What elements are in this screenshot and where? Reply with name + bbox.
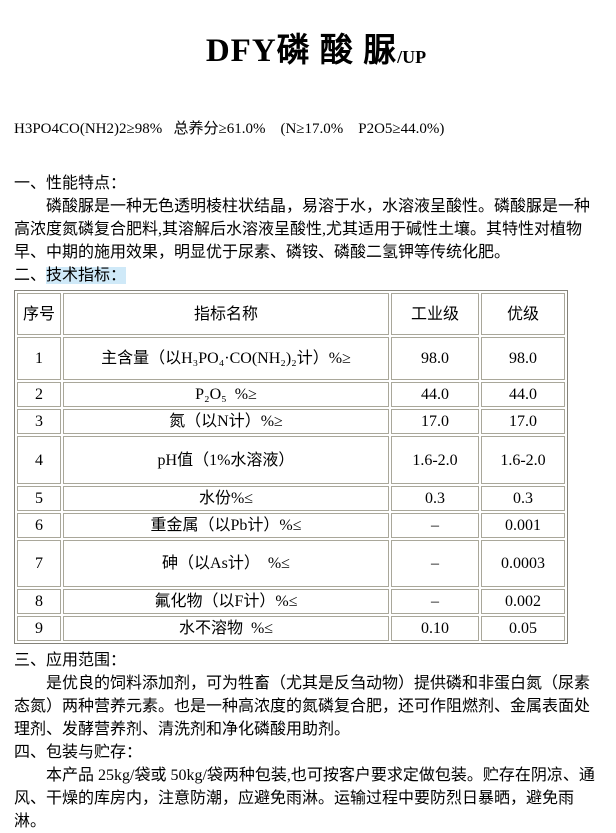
section-1-heading: 一、性能特点： bbox=[14, 175, 127, 192]
cell-no: 3 bbox=[17, 409, 61, 434]
cell-indicator: 氟化物（以F计）%≤ bbox=[63, 589, 389, 614]
product-title-suffix: /UP bbox=[397, 47, 427, 67]
cell-indicator: pH值（1%水溶液） bbox=[63, 436, 389, 484]
section-3-paragraph: 是优良的饲料添加剂，可为牲畜（尤其是反刍动物）提供磷和非蛋白氮（尿素态氮）两种营… bbox=[14, 675, 591, 738]
cell-no: 6 bbox=[17, 513, 61, 538]
cell-no: 7 bbox=[17, 540, 61, 587]
product-title: DFY磷 酸 脲 bbox=[205, 33, 398, 69]
cell-industrial: 0.10 bbox=[391, 616, 479, 641]
cell-industrial: 44.0 bbox=[391, 382, 479, 407]
cell-no: 2 bbox=[17, 382, 61, 407]
cell-premium: 0.3 bbox=[481, 486, 565, 511]
cell-no: 4 bbox=[17, 436, 61, 484]
cell-indicator: P₂O₅ %≥ bbox=[63, 382, 389, 407]
table-row: 9 水不溶物 %≤ 0.10 0.05 bbox=[17, 616, 565, 641]
table-row: 3 氮（以N计）%≥ 17.0 17.0 bbox=[17, 409, 565, 434]
col-header-industrial-grade: 工业级 bbox=[391, 293, 479, 335]
cell-indicator: 重金属（以Pb计）%≤ bbox=[63, 513, 389, 538]
cell-premium: 17.0 bbox=[481, 409, 565, 434]
table-row: 1 主含量（以H₃PO₄·CO(NH₂)₂计）%≥ 98.0 98.0 bbox=[17, 337, 565, 380]
cell-indicator: 主含量（以H₃PO₄·CO(NH₂)₂计）%≥ bbox=[63, 337, 389, 380]
cell-indicator: 水不溶物 %≤ bbox=[63, 616, 389, 641]
cell-indicator: 砷（以As计） %≤ bbox=[63, 540, 389, 587]
cell-industrial: 1.6-2.0 bbox=[391, 436, 479, 484]
cell-industrial: 98.0 bbox=[391, 337, 479, 380]
table-row: 4 pH值（1%水溶液） 1.6-2.0 1.6-2.0 bbox=[17, 436, 565, 484]
cell-premium: 0.05 bbox=[481, 616, 565, 641]
section-2-heading-prefix: 二、 bbox=[14, 267, 47, 284]
table-row: 7 砷（以As计） %≤ – 0.0003 bbox=[17, 540, 565, 587]
section-2-heading: 二、技术指标： bbox=[14, 264, 602, 287]
section-1-paragraph: 磷酸脲是一种无色透明棱柱状结晶，易溶于水，水溶液呈酸性。磷酸脲是一种高浓度氮磷复… bbox=[14, 198, 591, 261]
cell-premium: 0.002 bbox=[481, 589, 565, 614]
section-4-paragraph: 本产品 25kg/袋或 50kg/袋两种包装,也可按客户要求定做包装。贮存在阴凉… bbox=[14, 767, 595, 830]
table-row: 2 P₂O₅ %≥ 44.0 44.0 bbox=[17, 382, 565, 407]
table-row: 8 氟化物（以F计）%≤ – 0.002 bbox=[17, 589, 565, 614]
table-row: 5 水份%≤ 0.3 0.3 bbox=[17, 486, 565, 511]
cell-industrial: 0.3 bbox=[391, 486, 479, 511]
cell-premium: 1.6-2.0 bbox=[481, 436, 565, 484]
page-title: DFY磷 酸 脲/UP bbox=[14, 8, 602, 94]
table-header-row: 序号 指标名称 工业级 优级 bbox=[17, 293, 565, 335]
cell-premium: 0.001 bbox=[481, 513, 565, 538]
table-row: 6 重金属（以Pb计）%≤ – 0.001 bbox=[17, 513, 565, 538]
cell-premium: 44.0 bbox=[481, 382, 565, 407]
col-header-indicator-name: 指标名称 bbox=[63, 293, 389, 335]
cell-no: 5 bbox=[17, 486, 61, 511]
cell-industrial: – bbox=[391, 589, 479, 614]
technical-specs-table: 序号 指标名称 工业级 优级 1 主含量（以H₃PO₄·CO(NH₂)₂计）%≥… bbox=[14, 290, 568, 644]
cell-premium: 98.0 bbox=[481, 337, 565, 380]
cell-indicator: 氮（以N计）%≥ bbox=[63, 409, 389, 434]
composition-line: H3PO4CO(NH2)2≥98% 总养分≥61.0% (N≥17.0% P2O… bbox=[14, 121, 445, 137]
cell-premium: 0.0003 bbox=[481, 540, 565, 587]
cell-no: 1 bbox=[17, 337, 61, 380]
cell-industrial: – bbox=[391, 540, 479, 587]
section-4-heading: 四、包装与贮存： bbox=[14, 744, 143, 761]
col-header-index: 序号 bbox=[17, 293, 61, 335]
col-header-premium-grade: 优级 bbox=[481, 293, 565, 335]
cell-industrial: 17.0 bbox=[391, 409, 479, 434]
cell-indicator: 水份%≤ bbox=[63, 486, 389, 511]
cell-industrial: – bbox=[391, 513, 479, 538]
section-3-heading: 三、应用范围： bbox=[14, 652, 127, 669]
cell-no: 8 bbox=[17, 589, 61, 614]
section-2-heading-highlighted-text: 技术指标： bbox=[46, 267, 127, 284]
cell-no: 9 bbox=[17, 616, 61, 641]
